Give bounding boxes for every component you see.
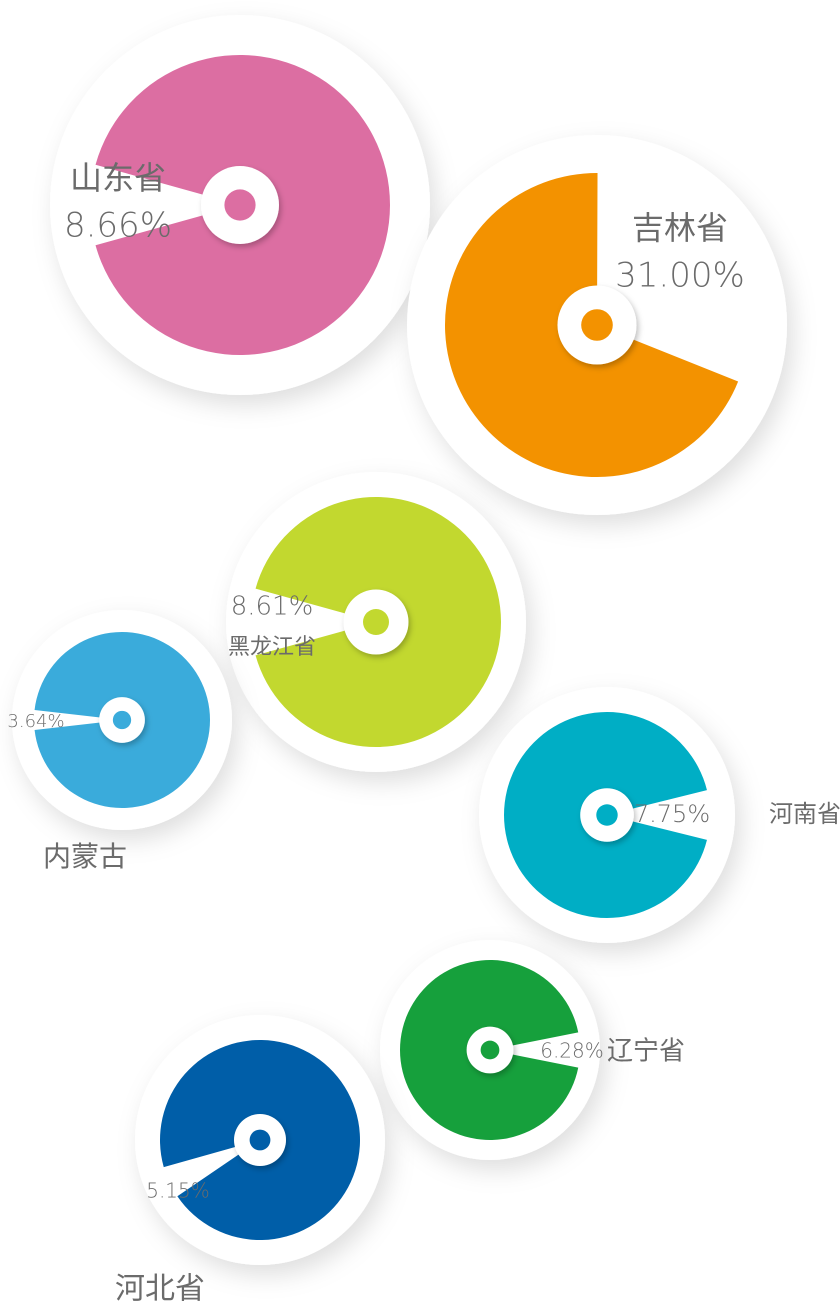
category-label: 辽宁省: [607, 1037, 685, 1067]
center-dot: [363, 609, 389, 635]
value-label: 31.00%: [615, 256, 745, 296]
center-dot: [249, 1129, 271, 1151]
value-label: 6.28%: [540, 1039, 604, 1063]
center-dot: [224, 189, 256, 221]
value-label: 3.64%: [7, 711, 64, 732]
category-label: 黑龙江省: [228, 635, 316, 660]
center-dot: [596, 804, 618, 826]
value-label: 7.75%: [634, 800, 710, 828]
category-label: 河北省: [115, 1272, 205, 1307]
value-label: 8.66%: [64, 206, 172, 246]
category-label: 吉林省: [632, 209, 728, 247]
center-dot: [581, 309, 613, 341]
center-dot: [112, 710, 132, 730]
value-label: 8.61%: [231, 592, 314, 622]
category-label: 河南省: [769, 800, 840, 828]
value-label: 5.15%: [146, 1179, 210, 1203]
category-label: 内蒙古: [43, 840, 127, 873]
center-dot: [480, 1040, 500, 1060]
category-label: 山东省: [70, 159, 166, 197]
